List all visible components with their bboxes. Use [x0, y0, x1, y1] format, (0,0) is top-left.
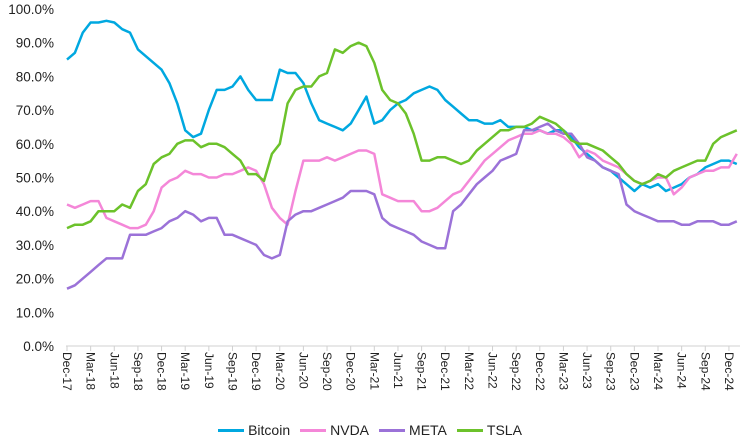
x-tick-label: Dec-22	[533, 352, 547, 391]
x-tick-label: Jun-22	[486, 352, 500, 389]
x-tick-label: Dec-24	[722, 352, 736, 391]
legend-swatch	[300, 428, 327, 432]
y-tick-label: 10.0%	[16, 305, 54, 320]
series-lines	[66, 19, 738, 290]
y-tick-label: 80.0%	[16, 69, 54, 84]
series-line-bitcoin	[66, 19, 738, 193]
y-tick-label: 90.0%	[16, 36, 54, 51]
legend-swatch	[379, 428, 406, 432]
series-line-tsla	[66, 41, 738, 230]
x-tick-label: Dec-21	[438, 352, 452, 391]
x-tick-label: Jun-23	[580, 352, 594, 389]
y-tick-label: 20.0%	[16, 272, 54, 287]
x-axis: Dec-17 Mar-18 Jun-18 Sep-18 Dec-18 Mar-19 Jun-…	[60, 346, 736, 391]
legend-label: NVDA	[330, 422, 370, 438]
x-tick-label: Jun-21	[391, 352, 405, 389]
legend-item-bitcoin: Bitcoin	[218, 422, 290, 438]
x-tick-label: Dec-17	[60, 352, 74, 391]
legend-label: Bitcoin	[248, 422, 291, 438]
x-tick-label: Jun-19	[202, 352, 216, 389]
x-tick-label: Dec-23	[627, 352, 641, 391]
x-tick-label: Dec-18	[155, 352, 169, 391]
y-tick-label: 100.0%	[8, 2, 54, 17]
x-tick-label: Mar-20	[273, 352, 287, 390]
series-line-nvda	[66, 129, 738, 230]
x-tick-label: Jun-20	[296, 352, 310, 389]
x-tick-label: Sep-20	[320, 352, 334, 391]
x-tick-label: Mar-19	[178, 352, 192, 390]
x-tick-label: Mar-24	[651, 352, 665, 390]
legend-label: TSLA	[486, 422, 522, 438]
y-tick-label: 50.0%	[16, 171, 54, 186]
x-tick-label: Sep-24	[698, 352, 712, 391]
legend-label: META	[409, 422, 447, 438]
legend-swatch	[218, 428, 245, 432]
x-tick-label: Sep-23	[604, 352, 618, 391]
x-tick-label: Jun-18	[107, 352, 121, 389]
x-tick-label: Jun-24	[675, 352, 689, 389]
x-tick-label: Mar-21	[367, 352, 381, 390]
x-tick-label: Mar-18	[84, 352, 98, 390]
y-axis: 0.0% 10.0% 20.0% 30.0% 40.0% 50.0% 60.0% 70.0% 8…	[8, 2, 54, 354]
x-tick-label: Mar-23	[556, 352, 570, 390]
x-tick-label: Sep-22	[509, 352, 523, 391]
y-tick-label: 60.0%	[16, 137, 54, 152]
x-tick-label: Sep-18	[131, 352, 145, 391]
legend-item-nvda: NVDA	[300, 422, 369, 438]
legend-item-meta: META	[379, 422, 447, 438]
y-tick-label: 70.0%	[16, 103, 54, 118]
legend-item-tsla: TSLA	[456, 422, 522, 438]
line-chart: 0.0% 10.0% 20.0% 30.0% 40.0% 50.0% 60.0% 70.0% 8…	[8, 2, 740, 391]
legend-swatch	[456, 428, 483, 432]
y-tick-label: 40.0%	[16, 204, 54, 219]
y-tick-label: 30.0%	[16, 238, 54, 253]
x-tick-label: Sep-19	[225, 352, 239, 391]
x-tick-label: Mar-22	[462, 352, 476, 390]
legend: Bitcoin NVDA META TSLA	[0, 422, 740, 438]
series-line-meta	[66, 122, 738, 290]
x-tick-label: Dec-20	[344, 352, 358, 391]
x-tick-label: Dec-19	[249, 352, 263, 391]
x-tick-label: Sep-21	[415, 352, 429, 391]
y-tick-label: 0.0%	[23, 339, 54, 354]
